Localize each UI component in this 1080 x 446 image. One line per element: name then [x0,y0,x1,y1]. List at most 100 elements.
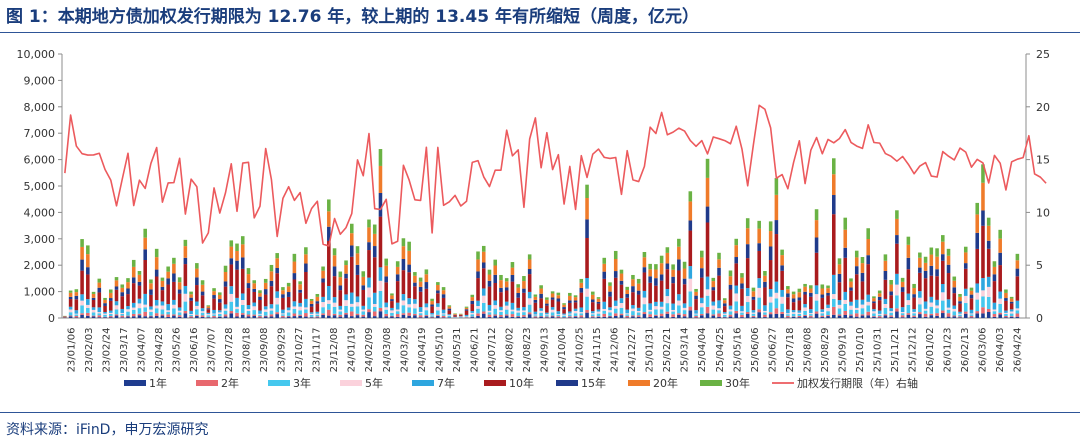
bar-segment [711,314,716,316]
bar-segment [722,306,727,313]
bar-segment [80,239,84,247]
bar-segment [912,316,916,318]
bar-segment [68,299,73,307]
bar-segment [969,317,974,318]
bar-segment [131,307,136,310]
bar-segment [958,317,962,318]
bar-segment [573,315,578,317]
bar-segment [591,291,595,295]
bar-segment [418,291,423,308]
legend-label: 10年 [509,376,534,390]
bar-segment [177,277,182,283]
bar-segment [281,294,285,298]
bar-segment [447,305,452,307]
x-tick-label: 25/08/29 [820,328,831,373]
bar-segment [522,281,526,289]
bar-segment [866,239,870,256]
legend-swatch [340,380,362,386]
bar-segment [613,313,618,316]
bar-segment [74,295,79,300]
bar-segment [275,314,279,318]
bar-segment [941,310,945,314]
bar-segment [327,286,331,301]
bar-segment [195,309,199,315]
bar-segment [258,310,262,314]
bar-segment [476,306,480,309]
bar-segment [659,280,664,302]
bar-segment [539,310,543,313]
bar-segment [625,289,629,295]
bar-segment [499,316,503,318]
bar-segment [923,256,928,263]
x-tick-label: 23/01/06 [66,328,77,373]
bar-segment [814,294,819,301]
bar-segment [935,256,939,270]
bar-segment [74,310,79,314]
bar-segment [786,317,790,318]
bar-segment [166,316,170,318]
bar-segment [464,314,469,317]
bar-segment [981,313,985,318]
bar-segment [206,315,211,317]
bar-segment [223,304,228,309]
bar-segment [252,280,257,284]
bar-segment [969,287,974,291]
bar-segment [327,199,331,212]
bar-segment [97,292,102,308]
bar-segment [619,269,624,274]
bar-segment [177,316,182,318]
bar-segment [298,284,302,290]
bar-segment [338,316,343,318]
bar-segment [108,292,113,299]
bar-segment [223,310,228,315]
bar-segment [751,312,756,314]
bar-segment [688,191,693,202]
bar-segment [929,302,934,307]
bar-segment [797,297,802,301]
bar-segment [992,309,997,312]
bar-segment [183,257,188,265]
bar-segment [946,299,951,308]
bar-segment [786,315,790,318]
x-tick-label: 25/04/25 [715,328,726,373]
bar-segment [218,292,222,295]
bar-segment [321,296,325,303]
bar-segment [533,314,538,316]
bar-segment [734,293,739,302]
bar-segment [275,312,279,315]
bar-segment [355,302,360,307]
bar-segment [97,278,102,283]
x-tick-label: 24/05/10 [434,328,445,373]
bar-segment [327,300,331,304]
bar-segment [137,313,142,316]
bar-segment [1009,303,1014,310]
bar-segment [470,300,475,305]
bar-segment [286,292,291,297]
bar-segment [367,312,371,318]
bar-segment [866,315,870,318]
bar-segment [717,267,721,276]
bar-segment [321,307,325,314]
bar-segment [786,314,790,316]
bar-segment [935,313,939,316]
bar-segment [556,301,561,312]
bar-segment [74,299,79,311]
bar-segment [177,307,182,311]
bar-segment [694,299,698,311]
bar-segment [550,312,555,316]
bar-segment [579,317,584,318]
bar-segment [975,232,980,249]
legend-label: 加权发行期限（年）右轴 [797,376,918,390]
bar-segment [447,308,452,311]
bar-segment [240,293,245,300]
bar-segment [832,294,836,299]
bar-segment [407,250,411,265]
bar-segment [642,252,647,258]
bar-segment [826,307,830,312]
bar-segment [768,302,773,313]
bar-segment [401,314,406,318]
bar-segment [315,293,320,297]
bar-segment [413,303,417,309]
bar-segment [728,316,733,318]
bar-segment [998,252,1002,266]
